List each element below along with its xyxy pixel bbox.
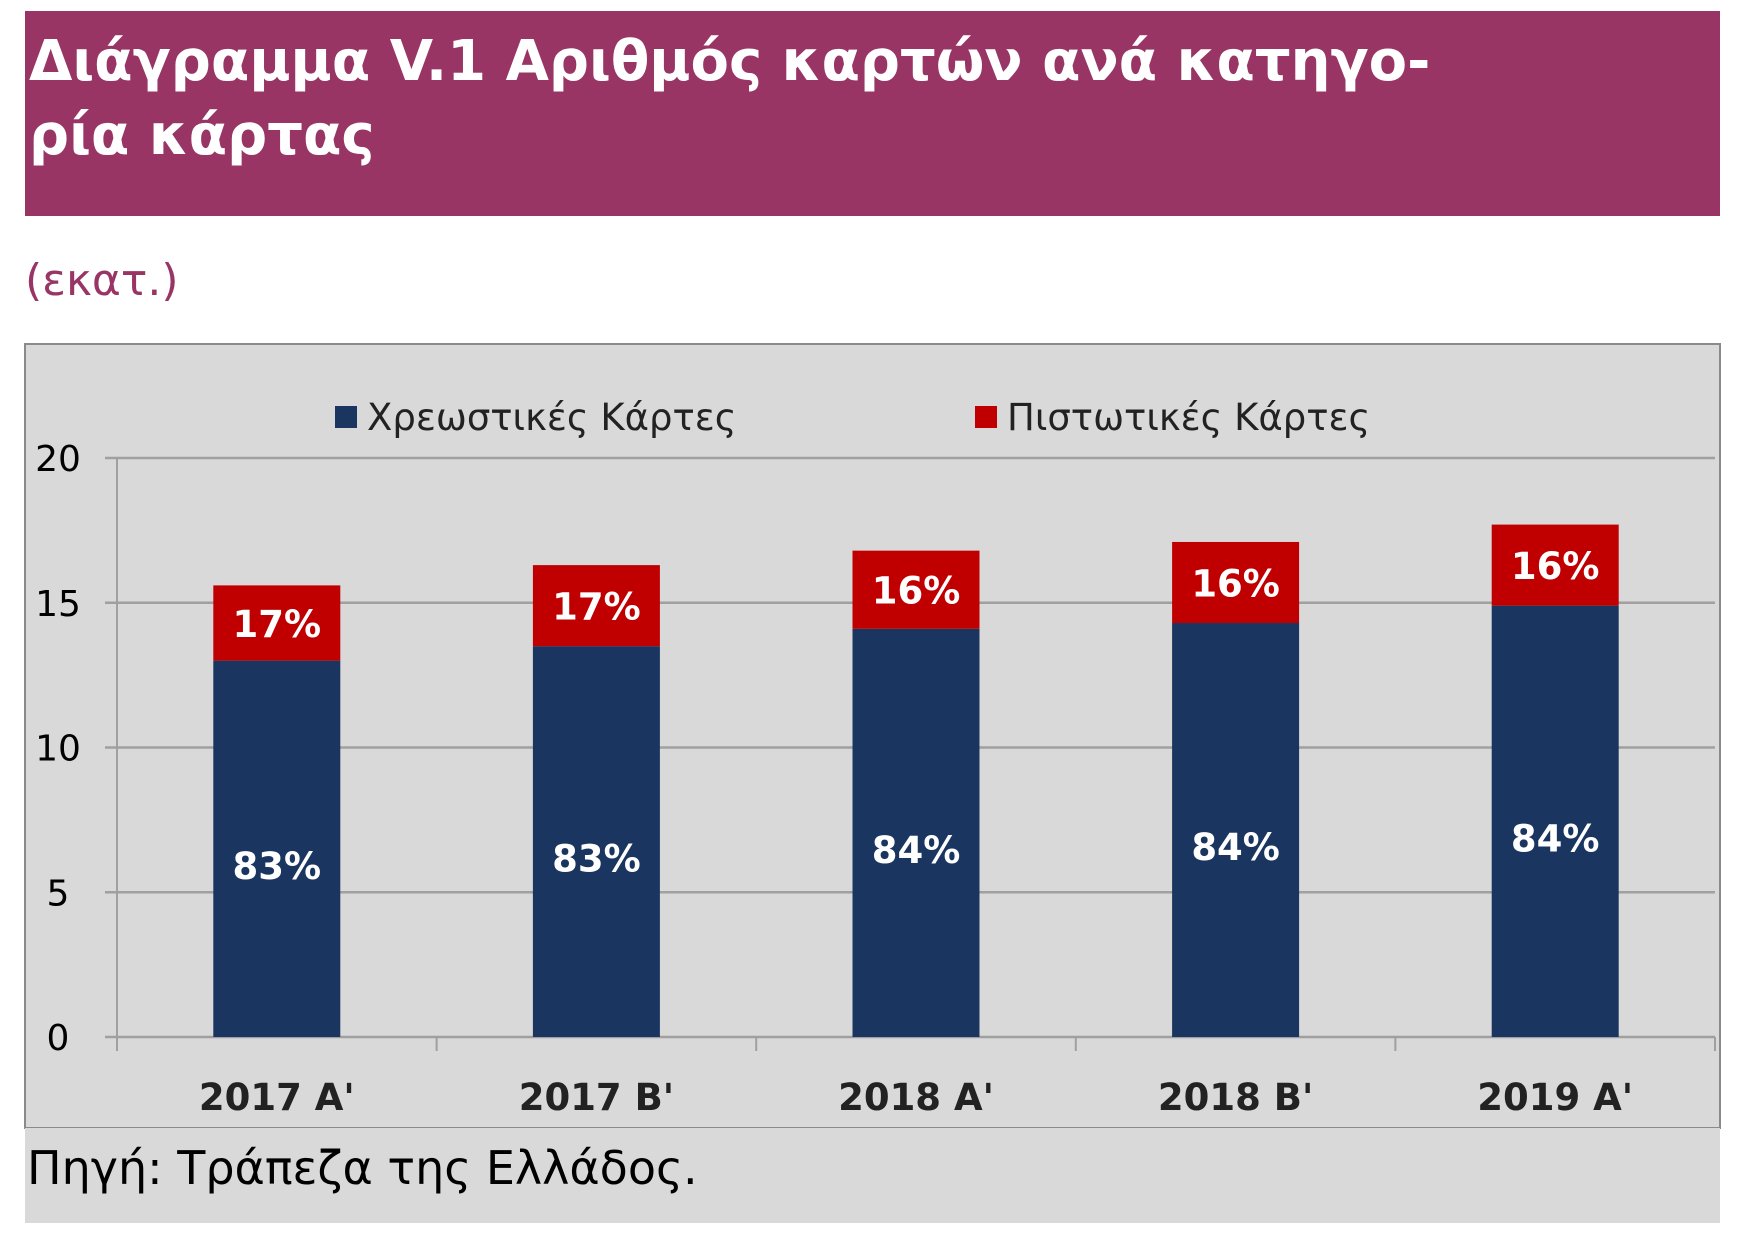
- chart-title: Διάγραμμα V.1 Αριθμός καρτών ανά κατηγο-…: [25, 11, 1720, 216]
- data-label: 16%: [1511, 545, 1600, 588]
- y-tick-label: 0: [47, 1018, 70, 1059]
- unit-label: (εκατ.): [25, 255, 179, 306]
- debit-bar: [852, 628, 980, 1037]
- data-label: 17%: [233, 603, 322, 646]
- data-label: 83%: [552, 838, 641, 881]
- credit-bar: [532, 565, 660, 647]
- x-tick-label: 2017 A': [199, 1076, 355, 1119]
- data-label: 16%: [872, 570, 961, 613]
- data-label: 16%: [1191, 562, 1280, 605]
- debit-bar: [1491, 605, 1619, 1037]
- debit-bar: [532, 646, 660, 1037]
- credit-bar: [213, 585, 341, 661]
- title-line-2: ρία κάρτας: [29, 103, 375, 168]
- credit-bar: [1172, 541, 1300, 624]
- debit-bar: [213, 660, 341, 1037]
- legend-swatch: [335, 406, 357, 428]
- y-tick-label: 15: [35, 584, 81, 625]
- data-label: 83%: [233, 845, 322, 888]
- y-tick-label: 5: [47, 873, 70, 914]
- x-tick-label: 2018 B': [1158, 1076, 1313, 1119]
- credit-bar: [1491, 524, 1619, 606]
- legend-label: Πιστωτικές Κάρτες: [1007, 396, 1370, 439]
- data-label: 84%: [872, 829, 961, 872]
- credit-bar: [852, 550, 980, 629]
- x-tick-label: 2017 B': [519, 1076, 674, 1119]
- data-label: 84%: [1191, 826, 1280, 869]
- legend-label: Χρεωστικές Κάρτες: [367, 396, 736, 439]
- title-line-1: Διάγραμμα V.1 Αριθμός καρτών ανά κατηγο-: [29, 29, 1431, 94]
- debit-bar: [1172, 623, 1300, 1037]
- y-tick-label: 10: [35, 729, 81, 770]
- y-tick-label: 20: [35, 439, 81, 480]
- data-label: 17%: [552, 586, 641, 629]
- legend-swatch: [975, 406, 997, 428]
- x-tick-label: 2018 A': [838, 1076, 994, 1119]
- source-note: Πηγή: Τράπεζα της Ελλάδος.: [25, 1128, 1720, 1223]
- x-tick-label: 2019 A': [1477, 1076, 1633, 1119]
- data-label: 84%: [1511, 817, 1600, 860]
